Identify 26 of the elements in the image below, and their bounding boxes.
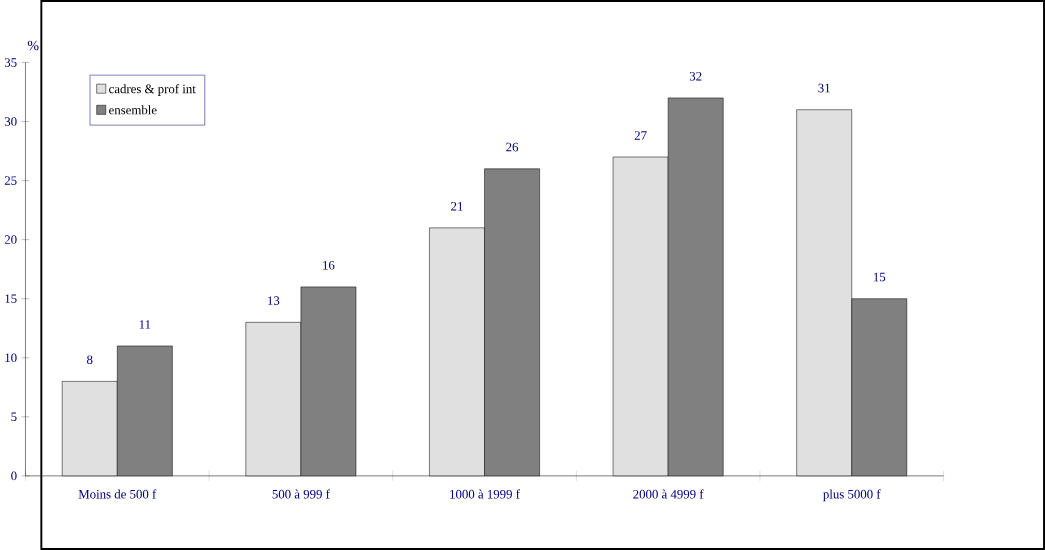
y-tick-label: 10 <box>5 353 17 363</box>
y-tick-label: 35 <box>4 58 17 67</box>
x-tick-label: Moins de 500 f <box>78 489 157 499</box>
y-tick-label: 20 <box>4 235 17 245</box>
y-tick-label: 15 <box>5 294 17 304</box>
data-label: 13 <box>268 296 280 306</box>
data-label: 8 <box>87 355 93 365</box>
y-tick-label: 25 <box>4 176 17 185</box>
y-tick-label: 5 <box>11 412 17 422</box>
x-tick-label: 500 à 999 f <box>272 489 330 499</box>
data-label: 27 <box>634 131 647 140</box>
legend-label: cadres & prof int <box>109 84 196 96</box>
y-tick-label: 0 <box>11 471 17 481</box>
y-tick-label: 30 <box>4 117 17 126</box>
legend-label: ensemble <box>109 105 157 115</box>
data-label: 26 <box>506 142 519 152</box>
data-label: 16 <box>323 260 335 270</box>
x-tick-label: 2000 à 4999 f <box>633 489 704 499</box>
x-tick-label: plus 5000 f <box>823 489 881 502</box>
data-label: 11 <box>139 320 151 329</box>
data-label: 32 <box>689 72 702 81</box>
x-tick-label: 1000 à 1999 f <box>450 489 520 499</box>
data-label: 21 <box>451 202 463 211</box>
data-label: 31 <box>818 83 830 93</box>
data-label: 15 <box>874 272 886 282</box>
y-axis-title: % <box>27 40 39 51</box>
